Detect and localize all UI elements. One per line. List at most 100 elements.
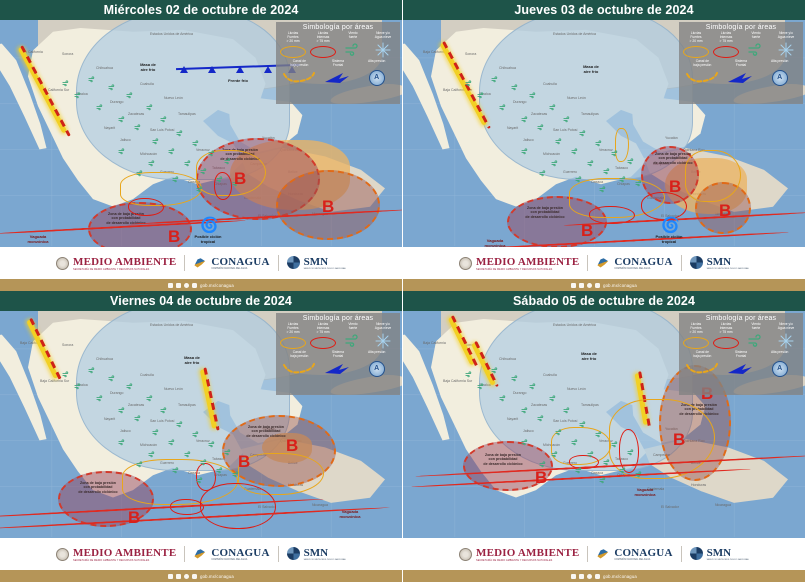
legend-row-1: Lluvias Fuertes > 20 mm Lluvias Intensas… <box>679 322 803 351</box>
wind-icon <box>579 130 587 140</box>
front-arrow-icon <box>722 361 761 377</box>
geo-label: Coahuila <box>543 82 557 86</box>
legend-label: Lluvias Fuertes > 20 mm <box>689 31 703 43</box>
medio-ambiente-brand: MEDIO AMBIENTE SECRETARÍA DE MEDIO AMBIE… <box>459 547 579 562</box>
website-url[interactable]: gob.mx/conagua <box>200 282 234 288</box>
low-pressure-marker: B <box>719 201 732 220</box>
wind-icon <box>491 367 499 377</box>
wind-icon <box>635 471 643 481</box>
geo-label: Michoacán <box>140 443 157 447</box>
x-twitter-icon[interactable] <box>176 282 182 288</box>
wind-icon <box>208 150 216 160</box>
panel-titlebar: Sábado 05 de octubre de 2024 <box>403 291 805 311</box>
facebook-icon[interactable] <box>571 282 577 288</box>
trough-icon <box>683 70 722 86</box>
geo-label: Nayarit <box>507 126 519 130</box>
legend-label: Lluvias Intensas > 75 mm <box>719 322 733 334</box>
geo-label: Baja California Sur <box>443 379 473 383</box>
facebook-icon[interactable] <box>168 282 174 288</box>
website-url[interactable]: gob.mx/conagua <box>200 573 234 579</box>
trough-icon <box>683 361 722 377</box>
legend-panel: Simbología por áreas Lluvias Fuertes > 2… <box>679 22 803 104</box>
brand-subtitle: COMISIÓN NACIONAL DEL AGUA <box>614 559 651 561</box>
geo-label: Sonora <box>62 343 74 347</box>
low-pressure-marker: B <box>234 169 247 188</box>
facebook-icon[interactable] <box>571 573 577 579</box>
legend-label: Lluvias Intensas > 75 mm <box>316 31 330 43</box>
panel-title: Miércoles 02 de octubre de 2024 <box>103 3 299 17</box>
red-ellipse-icon <box>308 335 338 351</box>
legend-item-frontal-system: Sistema Frontal <box>722 59 761 86</box>
smn-logo-icon <box>689 547 703 561</box>
facebook-icon[interactable] <box>168 573 174 579</box>
brand-subtitle: SERVICIO METEOROLÓGICO NACIONAL <box>303 558 346 561</box>
brand-subtitle: SERVICIO METEOROLÓGICO NACIONAL <box>706 558 749 561</box>
wind-icon <box>595 431 603 441</box>
medio-ambiente-brand: MEDIO AMBIENTE SECRETARÍA DE MEDIO AMBIE… <box>56 547 176 562</box>
forecast-map: Estados Unidos de América Baja California… <box>403 20 805 247</box>
legend-item-strong-wind: Viento fuerte <box>741 322 771 351</box>
geo-label: Tamaulipas <box>581 112 599 116</box>
geo-label: Quintana Roo <box>683 148 705 152</box>
instagram-icon[interactable] <box>184 282 190 288</box>
legend-item-snow: Nieve y/o Agua nieve <box>368 31 398 60</box>
wind-icon <box>62 371 70 381</box>
wind-icon <box>108 84 116 94</box>
footer-divider <box>277 255 279 271</box>
x-twitter-icon[interactable] <box>176 573 182 579</box>
legend-label: Alta presión <box>770 58 789 63</box>
x-twitter-icon[interactable] <box>579 573 585 579</box>
snowflake-icon <box>368 42 398 58</box>
wind-icon <box>741 333 771 349</box>
legend-title: Simbología por áreas <box>705 24 777 31</box>
wind-icon <box>216 467 224 477</box>
legend-item-high-pressure: Alta presión A <box>357 349 396 377</box>
mexico-seal-icon <box>459 256 473 270</box>
geo-label: Chiapas <box>617 473 630 477</box>
instagram-icon[interactable] <box>587 573 593 579</box>
wind-icon <box>172 467 180 477</box>
geo-label: Sonora <box>62 52 74 56</box>
trough-icon <box>280 70 319 86</box>
legend-row-2: Canal de baja presión Sistema Frontal Al… <box>276 59 400 86</box>
medio-ambiente-brand: MEDIO AMBIENTE SECRETARÍA DE MEDIO AMBIE… <box>459 256 579 271</box>
brand-name: CONAGUA <box>211 547 270 559</box>
legend-item-frontal-system: Sistema Frontal <box>319 350 358 377</box>
geo-label: San Luis Potosí <box>553 128 578 132</box>
instagram-icon[interactable] <box>587 282 593 288</box>
legend-label: Alta presión <box>367 349 386 354</box>
brand-subtitle: SERVICIO METEOROLÓGICO NACIONAL <box>303 267 346 270</box>
wind-icon <box>551 160 559 170</box>
low-pressure-marker: B <box>535 468 548 487</box>
url-bar: gob.mx/conagua <box>0 570 402 582</box>
wind-icon <box>146 104 154 114</box>
mexico-seal-icon <box>459 547 473 561</box>
x-twitter-icon[interactable] <box>579 282 585 288</box>
legend-label: Lluvias Fuertes > 20 mm <box>689 322 703 334</box>
instagram-icon[interactable] <box>184 573 190 579</box>
youtube-icon[interactable] <box>595 573 601 579</box>
low-pressure-area <box>276 170 380 240</box>
wind-icon <box>184 451 192 461</box>
youtube-icon[interactable] <box>192 282 198 288</box>
conagua-brand: CONAGUA COMISIÓN NACIONAL DEL AGUA <box>596 256 672 270</box>
brand-name: MEDIO AMBIENTE <box>73 255 177 268</box>
youtube-icon[interactable] <box>192 573 198 579</box>
legend-item-strong-wind: Viento fuerte <box>338 31 368 60</box>
wind-icon <box>148 451 156 461</box>
website-url[interactable]: gob.mx/conagua <box>603 573 637 579</box>
geo-label: Nuevo León <box>567 96 586 100</box>
website-url[interactable]: gob.mx/conagua <box>603 282 637 288</box>
youtube-icon[interactable] <box>595 282 601 288</box>
wind-icon <box>575 467 583 477</box>
smn-brand: SMN SERVICIO METEOROLÓGICO NACIONAL <box>286 547 346 562</box>
geo-label: Oaxaca <box>591 471 604 475</box>
wind-icon <box>521 148 529 158</box>
geo-label: Tamaulipas <box>178 112 196 116</box>
geo-label: Baja California <box>20 50 43 54</box>
panel-title: Jueves 03 de octubre de 2024 <box>514 3 694 17</box>
wind-icon <box>168 148 176 158</box>
tropical-cyclone-icon: 🌀 <box>661 217 680 234</box>
wind-icon <box>611 150 619 160</box>
brand-name: MEDIO AMBIENTE <box>476 546 580 559</box>
